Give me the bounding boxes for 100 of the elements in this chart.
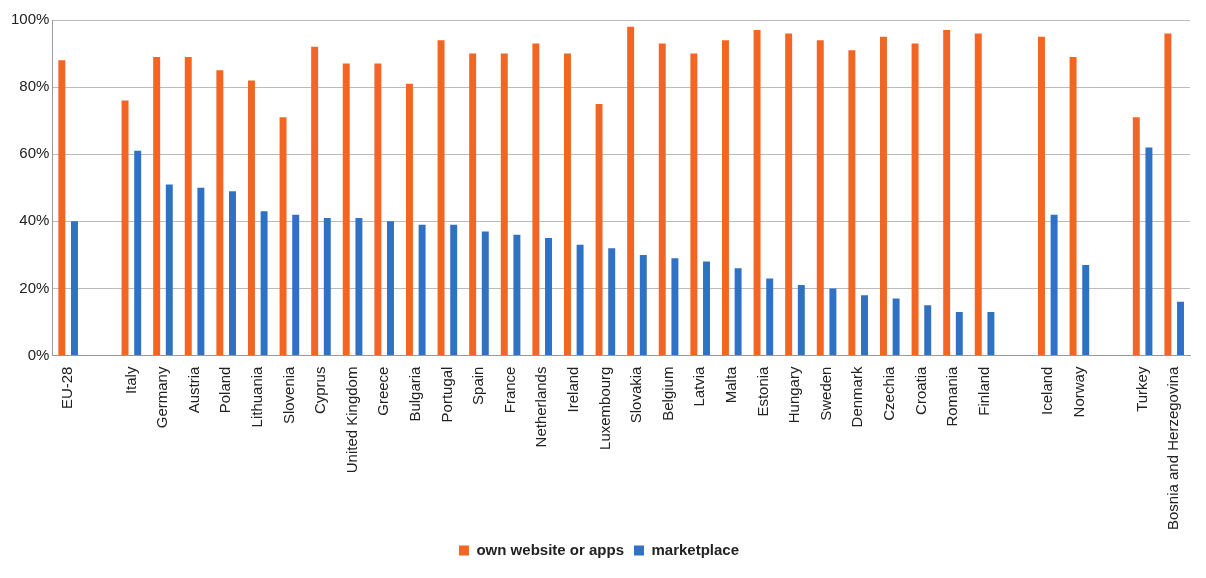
- x-tick-label: Sweden: [816, 366, 834, 421]
- bar: [563, 53, 571, 356]
- x-tick-label: Bosnia and Herzegovina: [1164, 365, 1182, 531]
- bar: [785, 33, 793, 356]
- bar: [279, 117, 287, 356]
- bar: [1038, 36, 1045, 356]
- bar: [955, 311, 963, 356]
- bar: [861, 295, 868, 356]
- x-tick-label: Lithuania: [247, 365, 265, 428]
- bar: [374, 63, 382, 356]
- bar: [260, 211, 268, 356]
- x-tick-label: Ireland: [563, 366, 581, 413]
- bar: [450, 224, 458, 356]
- bar: [545, 238, 552, 356]
- bar: [481, 231, 489, 356]
- bar: [1145, 147, 1153, 356]
- bar: [892, 298, 900, 356]
- x-tick-label: Iceland: [1037, 366, 1055, 415]
- bar: [513, 234, 521, 356]
- y-tick-label: 100%: [10, 10, 50, 28]
- bar: [595, 103, 603, 356]
- x-tick-label: Malta: [721, 365, 739, 404]
- bar: [943, 30, 951, 356]
- x-tick-label: Norway: [1069, 366, 1087, 418]
- bar: [323, 217, 331, 356]
- bar: [292, 214, 300, 356]
- bar: [405, 83, 413, 356]
- bar: [134, 150, 142, 356]
- x-tick-label: Spain: [469, 366, 487, 405]
- bar: [342, 63, 350, 356]
- bar: [703, 261, 710, 356]
- y-tick-label: 60%: [19, 144, 50, 162]
- bar: [797, 285, 805, 356]
- bar: [184, 56, 192, 356]
- bar: [311, 46, 319, 356]
- bar: [658, 43, 666, 356]
- bar: [721, 40, 729, 356]
- x-tick-label: EU-28: [58, 366, 76, 410]
- bar: [816, 40, 824, 356]
- x-tick-label: Hungary: [785, 366, 803, 424]
- x-tick-label: Slovenia: [279, 365, 297, 425]
- bar: [753, 30, 761, 356]
- bar: [355, 217, 363, 356]
- bar: [848, 50, 856, 356]
- bar: [1177, 301, 1184, 356]
- x-tick-label: Belgium: [658, 366, 676, 421]
- y-tick-label: 80%: [19, 77, 50, 95]
- x-tick-label: Romania: [943, 365, 961, 427]
- x-tick-label: Netherlands: [532, 366, 550, 448]
- bar: [671, 258, 679, 356]
- y-tick-label: 20%: [19, 278, 50, 296]
- bar: [165, 184, 173, 356]
- x-tick-label: Poland: [216, 366, 234, 414]
- bar: [690, 53, 698, 356]
- bar: [197, 187, 205, 356]
- bar: [121, 100, 129, 356]
- bar: [627, 26, 635, 356]
- bar: [71, 221, 78, 356]
- x-tick-label: Luxembourg: [595, 366, 613, 450]
- x-tick-label: Portugal: [437, 366, 455, 423]
- bar: [500, 53, 508, 356]
- bar: [576, 244, 584, 356]
- x-tick-label: Bulgaria: [405, 365, 423, 422]
- bar: [469, 53, 477, 356]
- bar: [766, 278, 774, 356]
- y-tick-label: 0%: [27, 345, 50, 363]
- bar: [1050, 214, 1058, 356]
- bar: [1069, 56, 1077, 356]
- x-tick-label: Italy: [121, 366, 139, 395]
- bar: [216, 70, 224, 356]
- bar: [247, 80, 255, 356]
- x-tick-label: Turkey: [1132, 366, 1150, 412]
- bar: [987, 311, 995, 356]
- x-tick-label: Czechia: [879, 365, 897, 421]
- bar: [1164, 33, 1172, 356]
- bar: [387, 221, 394, 356]
- x-tick-label: Greece: [374, 366, 392, 416]
- bar: [153, 56, 161, 356]
- x-tick-label: France: [500, 366, 518, 414]
- bar: [829, 288, 837, 356]
- x-tick-label: Germany: [153, 366, 171, 429]
- x-tick-label: United Kingdom: [342, 366, 360, 474]
- x-tick-label: Finland: [974, 366, 992, 416]
- x-tick-label: Austria: [184, 365, 202, 414]
- bar: [437, 40, 445, 356]
- x-tick-label: Slovakia: [627, 365, 645, 424]
- bar: [974, 33, 982, 356]
- bar: [229, 191, 236, 356]
- legend-label: own website or apps: [476, 540, 624, 558]
- legend-label: marketplace: [651, 540, 740, 558]
- x-tick-label: Cyprus: [311, 366, 329, 415]
- bar: [879, 36, 887, 356]
- bar: [418, 224, 426, 356]
- x-tick-label: Estonia: [753, 365, 771, 417]
- bar: [1082, 264, 1090, 356]
- bar: [1132, 117, 1140, 356]
- y-tick-label: 40%: [19, 211, 50, 229]
- bar: [639, 254, 647, 356]
- bar: [532, 43, 540, 356]
- bar: [911, 43, 919, 356]
